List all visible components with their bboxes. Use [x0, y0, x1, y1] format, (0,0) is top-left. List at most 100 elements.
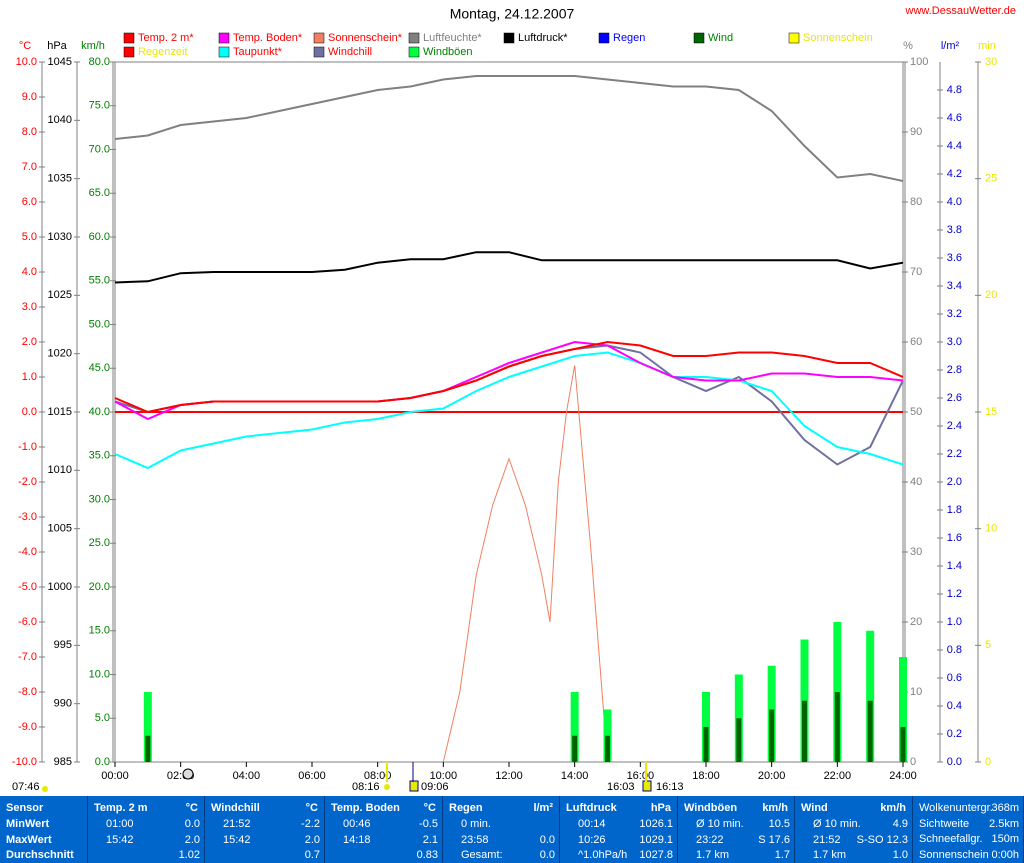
y-tick-label: 70 [910, 266, 922, 278]
y-tick-label: 35.0 [89, 450, 110, 462]
row-label: 23:22 [696, 833, 724, 846]
y-tick-label: 1010 [48, 464, 72, 476]
table-column: Sensor MinWert MaxWert Durchschnitt [0, 796, 88, 863]
axis-title: % [903, 40, 913, 52]
y-tick-label: 40.0 [89, 406, 110, 418]
column-title: Regen [449, 802, 483, 814]
row-value: 10.5 [768, 818, 790, 830]
row-label: 0 min. [461, 818, 491, 830]
legend-label: Windböen [423, 46, 473, 58]
y-tick-label: 2.6 [947, 392, 962, 404]
row-label: 1.7 km [696, 849, 730, 861]
column-unit: km/h [880, 802, 906, 814]
row-label: 21:52 [223, 818, 251, 830]
time-annotation: 16:03 [607, 781, 635, 793]
time-annotation: 08:16 [352, 781, 380, 793]
y-tick-label: 2.4 [947, 420, 962, 432]
axis-title: km/h [81, 40, 105, 52]
wind-bar [572, 735, 578, 762]
legend-label: Temp. Boden* [233, 32, 303, 44]
y-tick-label: 0.6 [947, 672, 962, 684]
x-tick-label: 00:00 [101, 770, 129, 782]
y-tick-label: 4.4 [947, 140, 962, 152]
y-tick-label: -1.0 [18, 441, 37, 453]
table-column: Windchill °C 21:52 -2.2 15:42 2.0 0.7 [205, 796, 325, 863]
series-line [442, 365, 608, 763]
y-tick-label: 0.4 [947, 700, 962, 712]
y-tick-label: -5.0 [18, 581, 37, 593]
row-label: 01:00 [106, 818, 134, 830]
table-column: Wolkenuntergr. 368m Sichtweite 2.5km Schneef… [913, 796, 1024, 863]
y-tick-label: 0.0 [947, 756, 962, 768]
chart: Montag, 24.12.2007 www.DessauWetter.de °… [12, 5, 1016, 793]
column-title: Temp. 2 m [94, 802, 148, 814]
legend-label: Regen [613, 32, 645, 44]
wind-bar [900, 727, 906, 762]
legend-label: Sonnenschein [803, 32, 873, 44]
legend-swatch [123, 32, 135, 44]
wind-bar [866, 630, 875, 762]
time-annotation: 16:13 [656, 781, 684, 793]
y-tick-label: 5.0 [95, 712, 110, 724]
series-line [114, 75, 904, 182]
y-tick-label: 985 [54, 756, 72, 768]
x-tick-label: 20:00 [758, 770, 786, 782]
y-tick-label: 1020 [48, 348, 72, 360]
y-tick-label: 50 [910, 406, 922, 418]
x-tick-label: 22:00 [824, 770, 852, 782]
legend-swatch [123, 46, 135, 58]
wind-bar [703, 727, 709, 762]
y-tick-label: 60.0 [89, 231, 110, 243]
legend-label: Luftfeuchte* [423, 32, 482, 44]
legend-label: Windchill [328, 46, 372, 58]
y-tick-label: 1045 [48, 56, 72, 68]
wind-bar [736, 718, 742, 762]
wind-bar [769, 709, 775, 762]
y-tick-label: 15 [985, 406, 997, 418]
y-tick-label: 10 [985, 523, 997, 535]
y-tick-label: 1.8 [947, 504, 962, 516]
table-column: Wind km/h Ø 10 min. 4.9 21:52 S-SO 12.3 1.7 km… [795, 796, 913, 863]
row-value: 1.7 [774, 849, 790, 861]
y-tick-label: 3.0 [22, 301, 37, 313]
row-value: 1.0 [892, 849, 908, 861]
y-tick-label: 70.0 [89, 143, 110, 155]
row-value: 2.1 [422, 833, 438, 846]
row-value: 1027.8 [639, 849, 673, 861]
y-tick-label: 65.0 [89, 187, 110, 199]
y-tick-label: 100 [910, 56, 928, 68]
y-tick-label: 60 [910, 336, 922, 348]
y-tick-label: -6.0 [18, 616, 37, 628]
y-tick-label: 1015 [48, 406, 72, 418]
legend-swatch [408, 32, 420, 44]
row-label: 1.7 km [813, 849, 847, 861]
marker [642, 780, 652, 792]
axis-title: l/m² [941, 40, 960, 52]
row-value: 4.9 [892, 818, 908, 830]
y-tick-label: 9.0 [22, 91, 37, 103]
row-label: MaxWert [6, 833, 52, 846]
column-title: Luftdruck [566, 802, 617, 814]
x-tick-label: 12:00 [495, 770, 523, 782]
y-tick-label: 80.0 [89, 56, 110, 68]
x-tick-label: 18:00 [692, 770, 720, 782]
wind-bar [867, 700, 873, 762]
y-tick-label: -10.0 [12, 756, 37, 768]
row-value: 0.0 [539, 833, 555, 846]
column-unit: l/m² [533, 802, 553, 814]
legend-swatch [503, 32, 515, 44]
y-tick-label: 25.0 [89, 537, 110, 549]
sun-marker [384, 784, 390, 790]
row-label: 00:46 [343, 818, 371, 830]
y-tick-label: -4.0 [18, 546, 37, 558]
row-label: Sonnenschein [919, 848, 989, 861]
legend-label: Luftdruck* [518, 32, 568, 44]
y-tick-label: 0.2 [947, 728, 962, 740]
y-tick-label: 2.0 [947, 476, 962, 488]
y-tick-label: 1.6 [947, 532, 962, 544]
legend-swatch [218, 46, 230, 58]
y-tick-label: 5 [985, 639, 991, 651]
row-value: 0:00h [991, 848, 1019, 861]
axis-title: min [978, 40, 996, 52]
axis-title: hPa [47, 40, 67, 52]
